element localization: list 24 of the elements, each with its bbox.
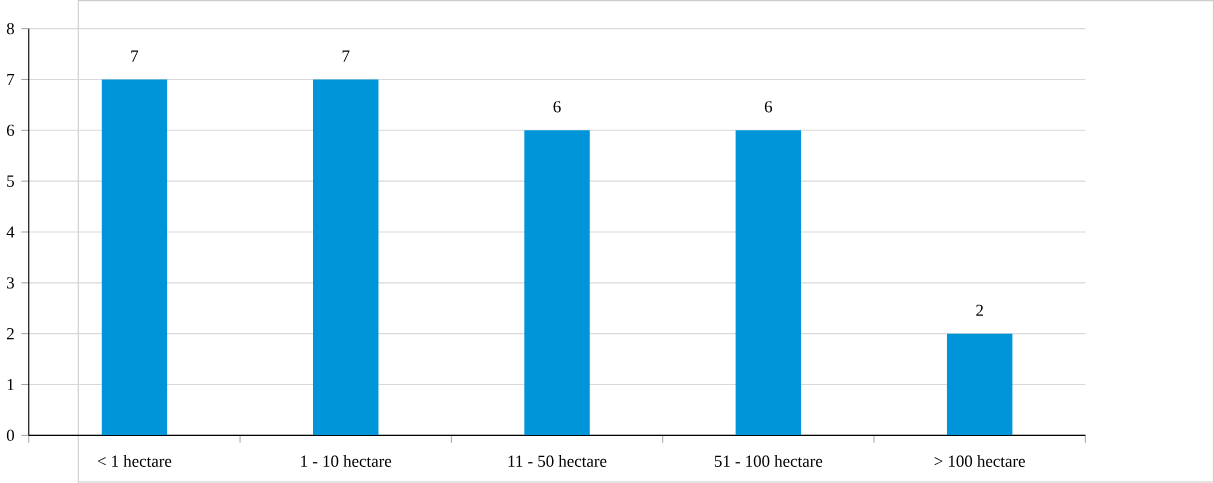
y-tick-label: 4	[6, 226, 15, 238]
y-tick-label: 3	[7, 277, 15, 289]
y-tick-label: 0	[6, 429, 15, 442]
data-label: 7	[131, 50, 139, 62]
bar	[946, 333, 1013, 436]
y-tick-label: 5	[7, 175, 15, 187]
y-tick-label: 6	[6, 124, 15, 137]
data-label: 2	[976, 304, 983, 316]
data-label: 7	[342, 50, 350, 62]
bar	[735, 130, 802, 436]
bar	[524, 130, 590, 436]
y-tick-label: 2	[6, 328, 14, 340]
data-label: 6	[764, 101, 773, 113]
y-tick-label: 8	[6, 23, 15, 35]
x-tick-label: < 1 hectare	[97, 455, 172, 468]
bar	[313, 79, 379, 436]
x-tick-label: 51 - 100 hectare	[714, 455, 823, 468]
bar	[101, 79, 168, 436]
x-tick-label: 11 - 50 hectare	[508, 455, 607, 468]
x-tick-label: 1 - 10 hectare	[301, 455, 392, 468]
x-tick-label: > 100 hectare	[934, 455, 1025, 468]
data-label: 6	[553, 101, 561, 113]
y-tick-label: 7	[7, 74, 15, 86]
y-tick-label: 1	[7, 379, 14, 391]
